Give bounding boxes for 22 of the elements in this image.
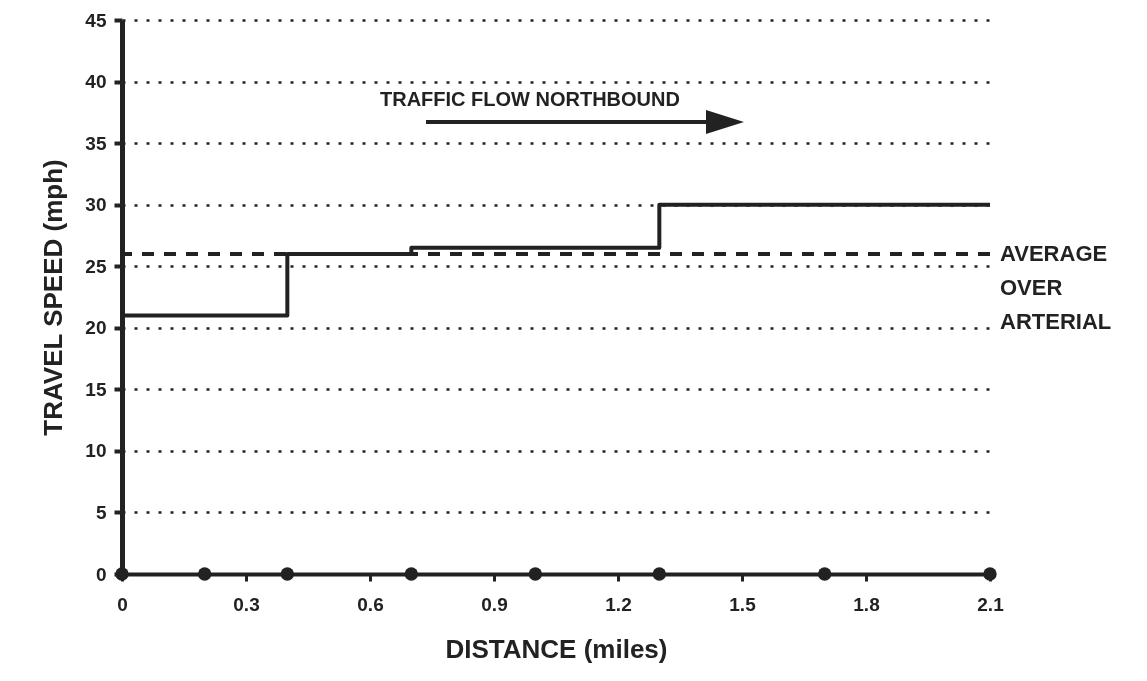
y-tick-label: 25: [85, 255, 107, 277]
annotation: TRAFFIC FLOW NORTHBOUND: [380, 88, 680, 110]
x-tick-label: 1.2: [605, 593, 632, 615]
y-tick-label: 40: [85, 71, 107, 93]
x-tick-label: 0.3: [233, 593, 260, 615]
x-tick-label: 0.6: [357, 593, 384, 615]
x-tick-label: 0: [117, 593, 128, 615]
x-tick-label: 0.9: [481, 593, 508, 615]
y-axis-title: TRAVEL SPEED (mph): [38, 159, 69, 436]
y-tick-label: 35: [85, 132, 107, 154]
y-tick-label: 5: [95, 501, 107, 523]
ref-line-label: AVERAGE OVER ARTERIAL: [1000, 240, 1112, 334]
y-tick-label: 0: [95, 563, 107, 585]
x-tick-label: 2.1: [977, 593, 1005, 615]
y-tick-label: 15: [85, 378, 107, 400]
y-tick-label: 10: [85, 440, 107, 462]
x-axis-title: DISTANCE (miles): [445, 633, 668, 664]
x-tick-label: 1.5: [729, 593, 757, 615]
y-tick-label: 20: [85, 317, 107, 339]
y-tick-label: 30: [85, 194, 107, 216]
y-tick-label: 45: [85, 9, 107, 31]
x-tick-label: 1.8: [853, 593, 880, 615]
